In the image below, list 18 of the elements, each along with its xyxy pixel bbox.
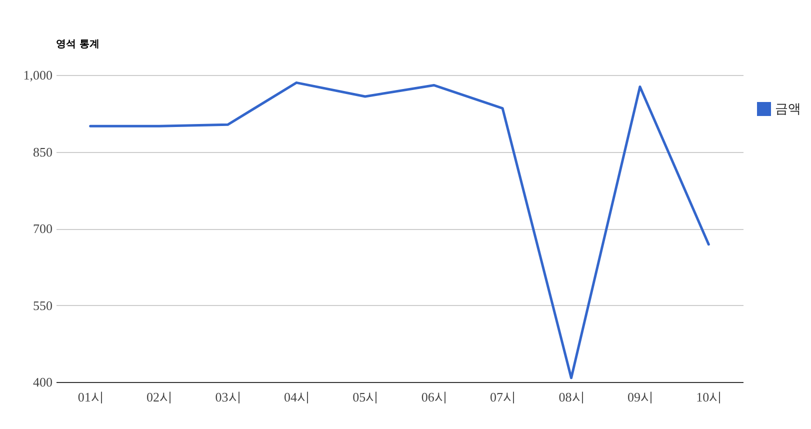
- x-tick-label: 06시: [421, 390, 448, 404]
- y-tick-label: 550: [33, 298, 52, 313]
- x-tick-label: 10시: [696, 390, 722, 404]
- chart-title: 영석 통계: [56, 39, 100, 50]
- x-tick-label: 05시: [352, 390, 379, 404]
- y-tick-label: 1,000: [23, 68, 52, 82]
- x-tick-label: 01시: [78, 390, 104, 404]
- x-tick-label: 03시: [215, 390, 242, 404]
- y-tick-label: 700: [33, 221, 52, 236]
- line-series: [89, 81, 710, 380]
- x-tick-label: 02시: [146, 390, 173, 404]
- x-tick-label: 08시: [558, 390, 585, 404]
- x-tick-label: 09시: [627, 390, 654, 404]
- y-tick-label: 400: [33, 374, 52, 390]
- x-tick-label: 07시: [490, 390, 516, 404]
- legend-label: 금액: [775, 101, 801, 116]
- y-tick-label: 850: [33, 144, 52, 160]
- x-tick-label: 04시: [284, 390, 310, 404]
